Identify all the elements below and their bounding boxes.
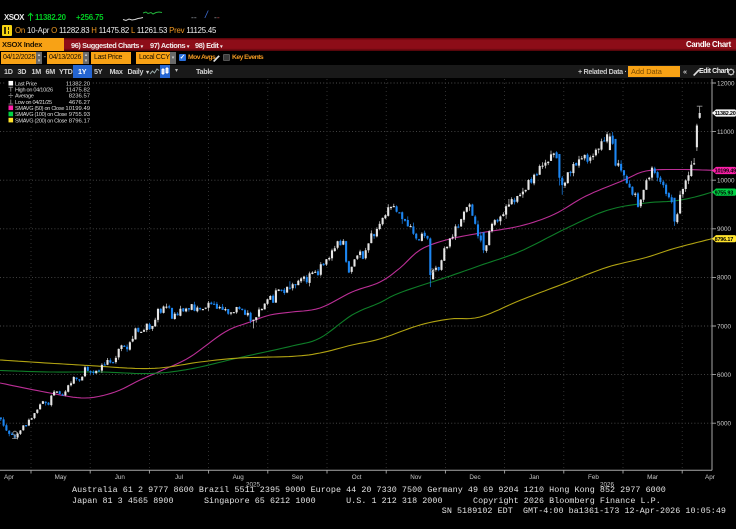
svg-text:10199.49: 10199.49 — [65, 106, 90, 112]
svg-text:8236.57: 8236.57 — [69, 94, 90, 100]
svg-text:Jun: Jun — [115, 474, 126, 481]
svg-text:SMAVG (200) on Close: SMAVG (200) on Close — [15, 118, 67, 124]
svg-text:2026: 2026 — [600, 482, 615, 489]
svg-text:Jul: Jul — [175, 474, 183, 481]
svg-text:8796.17: 8796.17 — [69, 118, 90, 124]
svg-text:SMAVG (50) on Close: SMAVG (50) on Close — [15, 106, 64, 112]
svg-text:11382.20: 11382.20 — [715, 111, 736, 117]
svg-text:6000: 6000 — [717, 372, 732, 379]
svg-text:Aug: Aug — [233, 474, 245, 481]
svg-text:9000: 9000 — [717, 226, 732, 233]
svg-text:Oct: Oct — [352, 474, 362, 481]
svg-text:7000: 7000 — [717, 323, 732, 330]
svg-text:10000: 10000 — [717, 178, 735, 185]
svg-text:Sep: Sep — [292, 474, 304, 481]
svg-text:High on 04/10/26: High on 04/10/26 — [15, 88, 53, 94]
svg-text:12000: 12000 — [717, 80, 735, 87]
svg-text:Dec: Dec — [469, 474, 480, 481]
svg-text:5000: 5000 — [717, 421, 732, 428]
svg-text:9755.93: 9755.93 — [69, 112, 91, 118]
svg-text:4676.27: 4676.27 — [69, 100, 90, 106]
svg-text:8796.17: 8796.17 — [715, 237, 734, 243]
svg-text:11382.20: 11382.20 — [66, 81, 91, 87]
svg-text:Apr: Apr — [4, 474, 14, 481]
svg-text:10199.49: 10199.49 — [715, 169, 736, 175]
svg-text:Nov: Nov — [410, 474, 422, 481]
svg-text:SMAVG (100) on Close: SMAVG (100) on Close — [15, 112, 67, 118]
svg-text:Last Price: Last Price — [15, 81, 37, 87]
svg-text:11475.82: 11475.82 — [66, 88, 90, 94]
svg-text:9755.93: 9755.93 — [715, 190, 734, 196]
svg-text:2025: 2025 — [246, 482, 261, 489]
svg-text:Mar: Mar — [647, 474, 658, 481]
svg-text:Feb: Feb — [588, 474, 599, 481]
svg-text:May: May — [55, 474, 68, 481]
svg-text:Apr: Apr — [705, 474, 715, 481]
svg-text:Low on 04/21/25: Low on 04/21/25 — [15, 100, 52, 106]
svg-text:11000: 11000 — [717, 129, 735, 136]
svg-text:Jan: Jan — [529, 474, 540, 481]
svg-text:8000: 8000 — [717, 275, 732, 282]
svg-text:Average: Average — [15, 94, 34, 100]
